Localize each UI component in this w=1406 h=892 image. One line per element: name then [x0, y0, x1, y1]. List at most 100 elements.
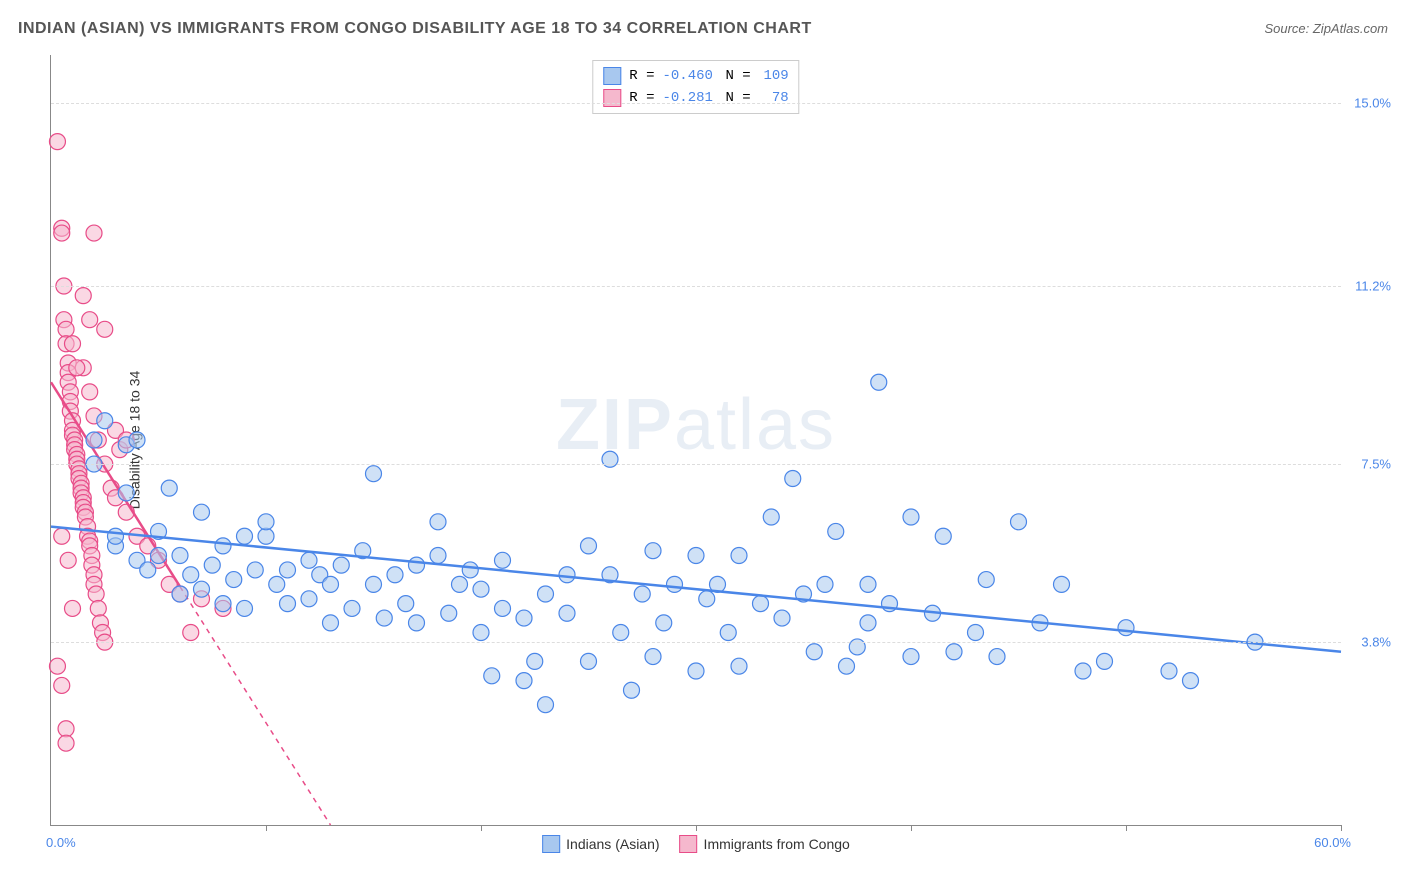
scatter-point	[204, 557, 220, 573]
scatter-point	[194, 504, 210, 520]
scatter-point	[495, 552, 511, 568]
scatter-point	[58, 321, 74, 337]
swatch-bottom-2	[680, 835, 698, 853]
scatter-point	[462, 562, 478, 578]
scatter-point	[129, 432, 145, 448]
scatter-point	[280, 596, 296, 612]
scatter-point	[323, 615, 339, 631]
scatter-point	[935, 528, 951, 544]
legend-item-1: Indians (Asian)	[542, 835, 659, 853]
scatter-point	[58, 721, 74, 737]
scatter-point	[903, 649, 919, 665]
scatter-point	[65, 600, 81, 616]
scatter-point	[473, 581, 489, 597]
scatter-point	[1161, 663, 1177, 679]
x-tick	[1341, 825, 1342, 831]
scatter-point	[140, 562, 156, 578]
scatter-point	[559, 567, 575, 583]
scatter-point	[161, 480, 177, 496]
scatter-point	[409, 557, 425, 573]
legend-row-series-2: R = -0.281 N = 78	[603, 87, 788, 109]
y-tick-label: 3.8%	[1346, 635, 1391, 650]
scatter-point	[860, 576, 876, 592]
trend-line	[51, 527, 1341, 652]
scatter-point	[226, 572, 242, 588]
origin-label: 0.0%	[46, 835, 76, 850]
scatter-point	[344, 600, 360, 616]
scatter-point	[688, 548, 704, 564]
scatter-point	[215, 596, 231, 612]
scatter-point	[839, 658, 855, 674]
gridline-h	[51, 464, 1341, 465]
r-value-1: -0.460	[663, 68, 718, 84]
scatter-point	[215, 538, 231, 554]
scatter-point	[538, 697, 554, 713]
scatter-point	[108, 528, 124, 544]
scatter-point	[763, 509, 779, 525]
scatter-point	[1054, 576, 1070, 592]
scatter-point	[323, 576, 339, 592]
scatter-point	[194, 581, 210, 597]
scatter-point	[946, 644, 962, 660]
scatter-point	[65, 336, 81, 352]
scatter-point	[97, 321, 113, 337]
gridline-h	[51, 286, 1341, 287]
scatter-point	[581, 653, 597, 669]
plot-area: Disability Age 18 to 34 ZIPatlas R = -0.…	[50, 55, 1341, 826]
scatter-point	[86, 432, 102, 448]
swatch-bottom-1	[542, 835, 560, 853]
scatter-point	[366, 576, 382, 592]
scatter-point	[968, 625, 984, 641]
scatter-point	[720, 625, 736, 641]
scatter-point	[817, 576, 833, 592]
scatter-point	[376, 610, 392, 626]
scatter-point	[688, 663, 704, 679]
scatter-point	[183, 625, 199, 641]
scatter-point	[624, 682, 640, 698]
legend-label-2: Immigrants from Congo	[704, 836, 850, 852]
scatter-point	[495, 600, 511, 616]
scatter-point	[613, 625, 629, 641]
scatter-point	[538, 586, 554, 602]
scatter-point	[989, 649, 1005, 665]
scatter-point	[753, 596, 769, 612]
scatter-point	[301, 591, 317, 607]
scatter-point	[333, 557, 349, 573]
scatter-point	[258, 528, 274, 544]
scatter-point	[82, 312, 98, 328]
legend-correlation: R = -0.460 N = 109 R = -0.281 N = 78	[592, 60, 799, 114]
y-tick-label: 15.0%	[1346, 96, 1391, 111]
scatter-point	[667, 576, 683, 592]
scatter-point	[645, 649, 661, 665]
scatter-point	[484, 668, 500, 684]
scatter-point	[151, 548, 167, 564]
scatter-point	[366, 466, 382, 482]
scatter-point	[1097, 653, 1113, 669]
scatter-point	[49, 658, 65, 674]
scatter-point	[118, 485, 134, 501]
trend-line-dashed	[180, 587, 331, 825]
scatter-point	[88, 586, 104, 602]
scatter-point	[387, 567, 403, 583]
scatter-point	[398, 596, 414, 612]
scatter-point	[75, 288, 91, 304]
scatter-point	[172, 548, 188, 564]
scatter-point	[785, 471, 801, 487]
scatter-point	[58, 735, 74, 751]
x-tick	[911, 825, 912, 831]
scatter-point	[172, 586, 188, 602]
scatter-point	[269, 576, 285, 592]
scatter-point	[258, 514, 274, 530]
header: INDIAN (ASIAN) VS IMMIGRANTS FROM CONGO …	[18, 20, 1388, 38]
scatter-point	[97, 413, 113, 429]
swatch-series-2	[603, 89, 621, 107]
scatter-point	[247, 562, 263, 578]
scatter-point	[430, 514, 446, 530]
scatter-point	[301, 552, 317, 568]
legend-series: Indians (Asian) Immigrants from Congo	[542, 835, 850, 853]
scatter-point	[82, 384, 98, 400]
xmax-label: 60.0%	[1314, 835, 1351, 850]
source-label: Source: ZipAtlas.com	[1264, 21, 1388, 36]
scatter-point	[699, 591, 715, 607]
scatter-point	[183, 567, 199, 583]
